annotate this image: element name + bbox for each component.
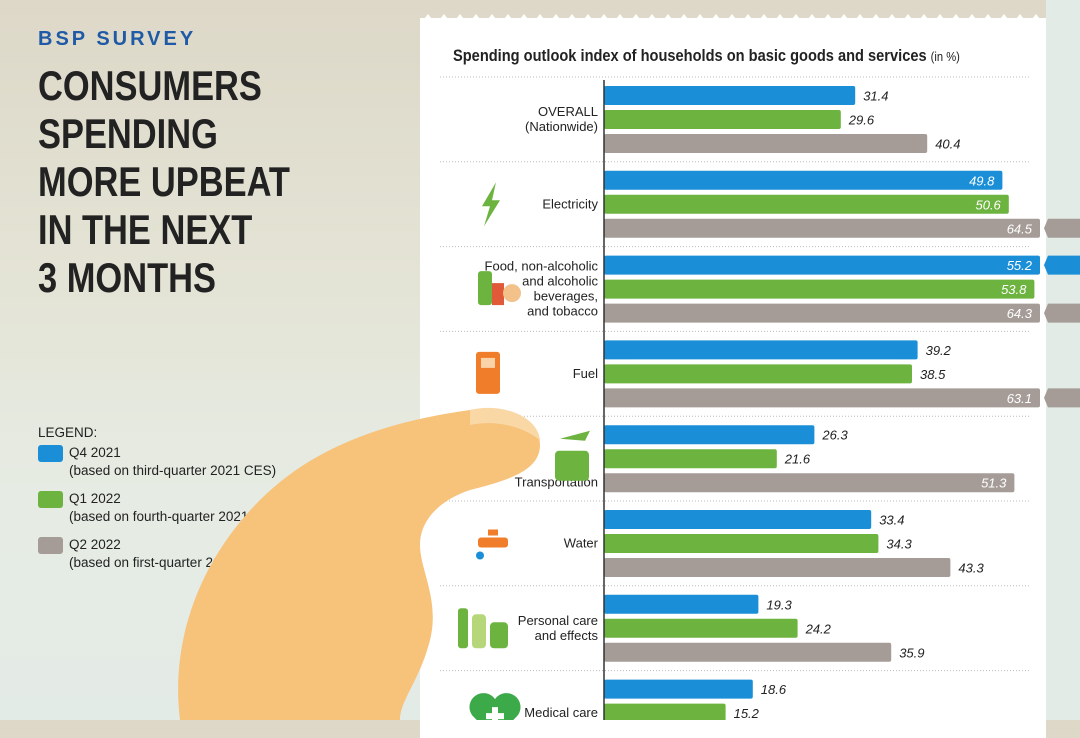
bar <box>604 255 1040 275</box>
chart-title-text: Spending outlook index of households on … <box>453 46 927 65</box>
bar <box>604 594 759 614</box>
axis-break <box>1040 255 1046 275</box>
value-label: 33.4 <box>879 513 904 528</box>
value-label: 34.3 <box>886 537 912 552</box>
food-drinks-icon <box>503 284 521 303</box>
food-drinks-icon <box>492 283 504 306</box>
axis-break <box>1040 218 1046 238</box>
heart-cross-icon <box>469 693 521 720</box>
legend-label: Q1 2022 <box>69 491 121 506</box>
headline: CONSUMERS SPENDING MORE UPBEAT IN THE NE… <box>38 62 290 301</box>
legend: LEGEND: Q4 2021 (based on third-quarter 2… <box>38 425 284 582</box>
category-label: Electricity <box>542 196 598 211</box>
toiletries-icon <box>458 608 468 649</box>
legend-note: (based on third-quarter 2021 CES) <box>69 463 277 478</box>
value-label: 21.6 <box>784 452 811 467</box>
value-label: 43.3 <box>958 561 984 576</box>
bar <box>604 340 918 360</box>
value-label: 64.5 <box>1007 221 1033 236</box>
bar <box>604 86 856 105</box>
toiletries-icon <box>490 622 508 649</box>
chart-unit: (in %) <box>930 49 960 64</box>
bar <box>604 194 1009 214</box>
value-label: 26.3 <box>821 428 848 443</box>
bar-overflow <box>1044 218 1080 238</box>
value-label: 39.2 <box>926 343 952 358</box>
legend-label: Q2 2022 <box>69 537 121 552</box>
value-label: 35.9 <box>899 645 924 660</box>
plane-bus-icon <box>560 430 590 441</box>
bar <box>604 364 912 384</box>
bar <box>604 703 726 720</box>
value-label: 55.2 <box>1007 258 1033 273</box>
bar-overflow <box>1044 303 1080 323</box>
bar-overflow <box>1044 255 1080 275</box>
legend-title: LEGEND: <box>38 425 98 440</box>
category-label: Personal care and effects <box>518 613 599 643</box>
legend-label: Q4 2021 <box>69 445 121 460</box>
value-label: 64.3 <box>1007 306 1033 321</box>
water-faucet-icon <box>488 529 498 536</box>
bar <box>604 534 879 553</box>
axis-break <box>1040 303 1046 323</box>
torn-edge <box>420 14 1046 24</box>
value-label: 51.3 <box>981 476 1007 491</box>
bar <box>604 303 1040 323</box>
value-label: 38.5 <box>920 367 946 382</box>
bar <box>604 449 777 469</box>
value-label: 53.8 <box>1001 282 1027 297</box>
bar <box>604 110 841 129</box>
value-label: 24.2 <box>805 621 832 636</box>
bar <box>604 618 798 638</box>
legend-note: (based on fourth-quarter 2021 CES) <box>69 509 285 524</box>
legend-item-q1-2022: Q1 2022 (based on fourth-quarter 2021 CES… <box>38 490 284 526</box>
bar <box>604 473 1015 493</box>
water-faucet-icon <box>478 537 508 548</box>
toiletries-icon <box>472 614 486 649</box>
bar <box>604 679 753 699</box>
category-label: Food, non-alcoholic and alcoholic beverage… <box>485 259 599 319</box>
category-label: Water <box>564 536 599 551</box>
value-label: 15.2 <box>734 706 760 720</box>
food-drinks-icon <box>478 271 492 306</box>
kicker: BSP SURVEY <box>38 28 197 50</box>
axis-break <box>1040 388 1046 408</box>
value-label: 19.3 <box>766 597 792 612</box>
water-faucet-icon <box>476 551 484 560</box>
category-label: Medical care <box>524 705 598 720</box>
bar-overflow <box>1044 388 1080 408</box>
bar <box>604 425 815 445</box>
chart-title: Spending outlook index of households on … <box>453 46 960 66</box>
bar <box>604 642 892 662</box>
value-label: 40.4 <box>935 137 960 152</box>
bar <box>604 170 1003 190</box>
bar <box>604 388 1040 408</box>
lightning-icon <box>482 182 500 227</box>
category-label: OVERALL (Nationwide) <box>525 104 598 134</box>
bar <box>604 134 928 153</box>
value-label: 49.8 <box>969 173 995 188</box>
bar-chart: OVERALL (Nationwide) 31.4 29.6 40.4 Electrici… <box>440 76 1080 720</box>
legend-swatch <box>38 537 63 554</box>
value-label: 31.4 <box>863 89 888 104</box>
category-label: Fuel <box>573 366 598 381</box>
legend-swatch <box>38 445 63 462</box>
fuel-pump-icon <box>481 357 495 368</box>
heart-cross-icon <box>486 707 504 720</box>
value-label: 18.6 <box>761 682 787 697</box>
legend-item-q4-2021: Q4 2021 (based on third-quarter 2021 CES) <box>38 444 284 480</box>
value-label: 63.1 <box>1007 391 1032 406</box>
bar <box>604 218 1040 238</box>
hand-illustration <box>178 407 541 720</box>
legend-swatch <box>38 491 63 508</box>
bar <box>604 510 872 529</box>
bar <box>604 558 951 577</box>
value-label: 29.6 <box>848 113 875 128</box>
background-strip <box>1046 0 1080 720</box>
value-label: 50.6 <box>975 197 1001 212</box>
bar <box>604 279 1035 299</box>
plane-bus-icon <box>555 450 589 481</box>
